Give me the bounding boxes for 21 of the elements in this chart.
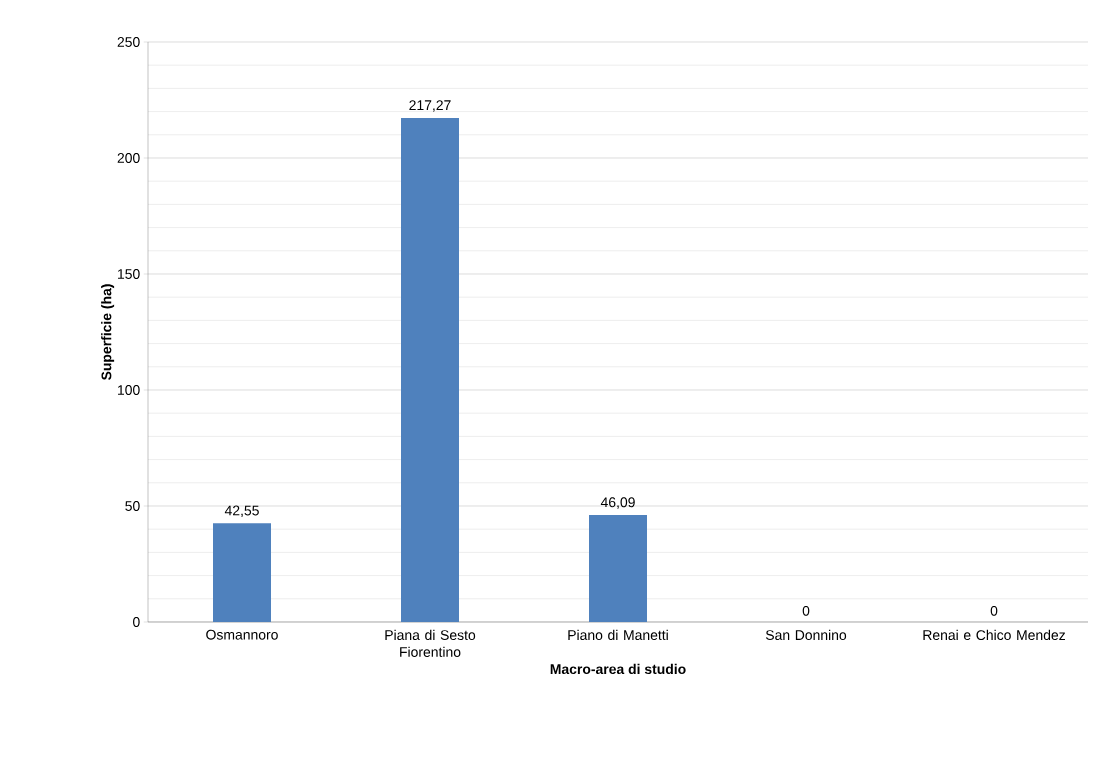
data-label: 0 — [802, 605, 810, 616]
bar — [401, 117, 459, 622]
y-tick-label: 100 — [118, 385, 140, 395]
y-tick-label: 250 — [117, 37, 140, 47]
x-tick-label: San Donnino — [765, 629, 847, 641]
x-tick-label: Piano di Manetti — [568, 629, 668, 641]
data-label: 46,09 — [600, 497, 635, 509]
y-tick-label: 50 — [125, 501, 140, 511]
x-tick-label: Renai e Chico Mendez — [923, 629, 1065, 641]
x-tick-label: Piana di Sesto Fiorentino — [385, 629, 476, 657]
y-tick-label: 150 — [118, 269, 140, 279]
data-label: 0 — [990, 605, 998, 616]
x-tick-label: Osmannoro — [206, 629, 278, 640]
bar — [213, 523, 271, 622]
bar — [589, 515, 647, 622]
data-label: 42,55 — [224, 505, 259, 518]
data-label: 217,27 — [409, 100, 451, 112]
y-tick-label: 0 — [133, 617, 140, 627]
y-axis-title: Superficie (ha) — [101, 284, 115, 381]
x-axis-title: Macro-area di studio — [550, 663, 686, 675]
y-tick-label: 200 — [117, 153, 140, 163]
